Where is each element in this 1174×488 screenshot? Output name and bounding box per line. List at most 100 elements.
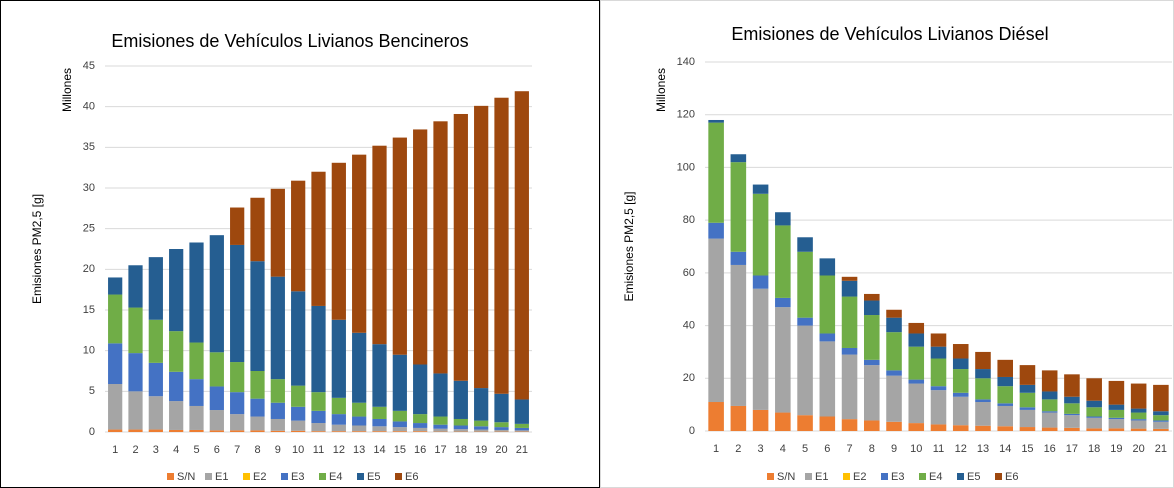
bar-segment bbox=[494, 422, 509, 428]
bar-segment bbox=[352, 402, 367, 417]
bar-segment bbox=[1041, 427, 1058, 431]
bar-segment bbox=[886, 421, 902, 431]
x-tick-label: 13 bbox=[353, 444, 365, 456]
bar-segment bbox=[975, 399, 991, 403]
bar-segment bbox=[352, 425, 367, 432]
bar-segment bbox=[708, 122, 724, 223]
bar-segment bbox=[886, 375, 902, 422]
x-tick-label: 11 bbox=[933, 443, 944, 455]
y-tick-label: 40 bbox=[83, 101, 95, 113]
bar-segment bbox=[1130, 412, 1147, 420]
y-tick-label: 30 bbox=[83, 182, 95, 194]
legend-label: E3 bbox=[891, 471, 904, 483]
bar-segment bbox=[474, 105, 489, 389]
y-tick-label: 10 bbox=[83, 345, 95, 357]
bar-segment bbox=[372, 431, 387, 432]
bar-segment bbox=[209, 352, 224, 387]
legend-label: E5 bbox=[367, 471, 380, 483]
bar-segment bbox=[1153, 384, 1169, 412]
bar-segment bbox=[189, 379, 204, 406]
bar-segment bbox=[841, 296, 858, 348]
x-tick-label: 14 bbox=[999, 443, 1011, 455]
bar-segment bbox=[1086, 407, 1102, 417]
bar-segment bbox=[291, 406, 306, 421]
bar-segment bbox=[128, 353, 143, 392]
bar-segment bbox=[413, 129, 428, 365]
bar-segment bbox=[128, 265, 143, 308]
bar-segment bbox=[841, 280, 858, 297]
bar-segment bbox=[1064, 415, 1080, 428]
bar-segment bbox=[514, 423, 529, 428]
legend-swatch bbox=[881, 473, 888, 480]
y-tick-label: 0 bbox=[89, 426, 95, 438]
y-axis-label: Emisiones PM2,5 [g] bbox=[30, 194, 44, 304]
bar-segment bbox=[108, 343, 123, 385]
bar-segment bbox=[1086, 400, 1102, 408]
bar-segment bbox=[975, 351, 991, 370]
bar-segment bbox=[1041, 411, 1058, 413]
bar-segment bbox=[1041, 399, 1058, 412]
bar-segment bbox=[453, 380, 468, 419]
bar-segment bbox=[1108, 404, 1125, 410]
bar-segment bbox=[148, 319, 163, 363]
bar-segment bbox=[930, 386, 947, 391]
bar-segment bbox=[453, 418, 468, 426]
bar-segment bbox=[392, 410, 407, 422]
legend-swatch bbox=[805, 473, 812, 480]
x-tick-label: 4 bbox=[780, 443, 786, 455]
bar-segment bbox=[1064, 413, 1080, 416]
bar-segment bbox=[752, 184, 769, 194]
bar-segment bbox=[270, 379, 285, 403]
legend-swatch bbox=[357, 473, 364, 480]
bar-segment bbox=[392, 431, 407, 432]
legend-label: S/N bbox=[777, 471, 795, 483]
bar-segment bbox=[1153, 428, 1169, 431]
bar-segment bbox=[413, 423, 428, 428]
bar-segment bbox=[352, 332, 367, 403]
y-tick-label: 100 bbox=[677, 161, 695, 173]
bar-segment bbox=[797, 415, 813, 431]
y-tick-label: 20 bbox=[683, 372, 695, 384]
bar-segment bbox=[311, 392, 326, 411]
x-tick-label: 7 bbox=[234, 444, 240, 456]
bar-segment bbox=[128, 391, 143, 430]
x-tick-label: 9 bbox=[891, 443, 897, 455]
bar-segment bbox=[1019, 407, 1036, 410]
bar-segment bbox=[930, 358, 947, 387]
bar-segment bbox=[433, 424, 448, 429]
bar-segment bbox=[291, 420, 306, 431]
legend-label: S/N bbox=[177, 471, 195, 483]
bar-segment bbox=[433, 428, 448, 432]
bar-segment bbox=[291, 291, 306, 386]
legend-label: E6 bbox=[1005, 471, 1018, 483]
bar-segment bbox=[209, 235, 224, 353]
bar-segment bbox=[108, 277, 123, 295]
bar-segment bbox=[209, 386, 224, 411]
bar-segment bbox=[108, 429, 123, 432]
bar-segment bbox=[352, 416, 367, 426]
x-tick-label: 4 bbox=[173, 444, 179, 456]
bar-segment bbox=[169, 331, 184, 372]
legend-label: E6 bbox=[405, 471, 418, 483]
bar-segment bbox=[413, 364, 428, 415]
bar-segment bbox=[775, 307, 791, 413]
legend-swatch bbox=[319, 473, 326, 480]
bar-segment bbox=[1153, 411, 1169, 416]
bar-segment bbox=[886, 317, 902, 333]
bar-segment bbox=[392, 421, 407, 428]
x-tick-label: 3 bbox=[758, 443, 764, 455]
legend-swatch bbox=[395, 473, 402, 480]
bar-segment bbox=[474, 426, 489, 430]
bar-segment bbox=[975, 425, 991, 431]
bar-segment bbox=[311, 431, 326, 432]
bar-segment bbox=[952, 344, 969, 359]
bar-segment bbox=[108, 294, 123, 344]
bar-segment bbox=[1130, 383, 1147, 409]
bar-segment bbox=[372, 406, 387, 419]
x-tick-label: 15 bbox=[1021, 443, 1033, 455]
bar-segment bbox=[331, 431, 346, 432]
bar-segment bbox=[331, 424, 346, 432]
bar-segment bbox=[189, 342, 204, 380]
x-tick-label: 15 bbox=[394, 444, 406, 456]
